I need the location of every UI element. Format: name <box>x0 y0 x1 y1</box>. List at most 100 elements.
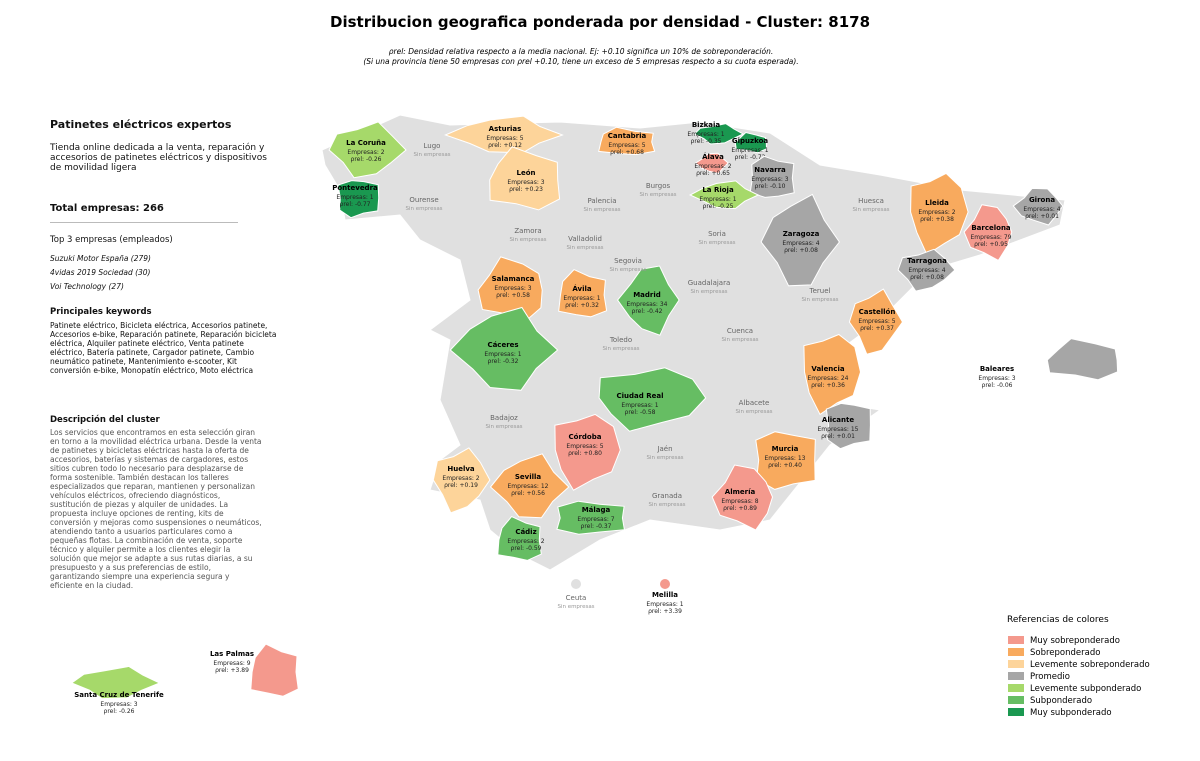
company: Voi Technology (27) <box>50 282 124 291</box>
province-rho: ρrel: +0.40 <box>768 462 802 469</box>
province-count: Empresas: 2 <box>347 149 384 156</box>
province-count: Empresas: 1 <box>621 402 658 409</box>
province-count: Empresas: 1 <box>484 351 521 358</box>
province-status: Sin empresas <box>405 206 442 212</box>
province-status: Sin empresas <box>648 502 685 508</box>
province-area <box>328 121 407 179</box>
province-area <box>489 146 561 211</box>
province-name: Cuenca <box>727 327 753 335</box>
province-name: Barcelona <box>971 224 1011 232</box>
province-name: Soria <box>708 230 726 238</box>
province-name: Huesca <box>858 197 884 205</box>
province-status: Sin empresas <box>413 152 450 158</box>
keywords: Patinete eléctrico, Bicicleta eléctrica,… <box>50 321 277 375</box>
legend-swatch <box>1008 660 1024 668</box>
province-rho: ρrel: +3.89 <box>215 667 249 674</box>
province-status: Sin empresas <box>646 455 683 461</box>
province-rho: ρrel: +0.65 <box>696 170 730 177</box>
top-label: Top 3 empresas (empleados) <box>50 235 173 245</box>
province-name: Santa Cruz de Tenerife <box>74 691 164 699</box>
province-name: Madrid <box>633 291 661 299</box>
province-status: Sin empresas <box>566 245 603 251</box>
province-rho: ρrel: -0.32 <box>488 358 519 365</box>
legend-swatch <box>1008 684 1024 692</box>
province-name: Jaén <box>656 445 672 453</box>
legend-label: Promedio <box>1030 672 1070 682</box>
cluster-label: Descripción del cluster <box>50 415 160 425</box>
province-name: Navarra <box>754 166 786 174</box>
province-area <box>449 306 559 391</box>
province-count: Empresas: 4 <box>782 240 819 247</box>
province-name: Cádiz <box>515 528 536 536</box>
province-area <box>1046 338 1119 381</box>
legend-swatch <box>1008 648 1024 656</box>
province-area <box>688 180 760 210</box>
province-name: Toledo <box>609 336 632 344</box>
legend-label: Muy sobreponderado <box>1030 636 1120 646</box>
province-count: Empresas: 24 <box>808 375 849 382</box>
company: Suzuki Motor España (279) <box>50 254 151 263</box>
province-name: Valladolid <box>568 235 602 243</box>
province-name: Cantabria <box>608 132 647 140</box>
province-area <box>70 665 161 700</box>
heading: Patinetes eléctricos expertos <box>50 118 232 131</box>
province-status: Sin empresas <box>721 337 758 343</box>
province-name: Tarragona <box>907 257 947 265</box>
description: Tienda online dedicada a la venta, repar… <box>50 143 267 173</box>
province-area <box>616 265 680 336</box>
province-area <box>571 579 581 589</box>
province-area <box>497 515 542 561</box>
province-rho: ρrel: +0.12 <box>488 142 522 149</box>
province-name: Ourense <box>409 196 438 204</box>
province-area <box>897 248 956 292</box>
province-count: Empresas: 8 <box>721 498 758 505</box>
province-area <box>910 172 969 256</box>
province-area <box>250 643 299 697</box>
province-name: Córdoba <box>569 433 602 441</box>
province-status: Sin empresas <box>609 267 646 273</box>
province-area <box>1012 187 1064 226</box>
province-rho: ρrel: -0.77 <box>340 201 371 208</box>
province-area <box>848 288 904 355</box>
province-status: Sin empresas <box>557 604 594 610</box>
legend-label: Subponderado <box>1030 696 1092 706</box>
province-rho: ρrel: +0.08 <box>784 247 818 254</box>
province-rho: ρrel: -0.06 <box>982 382 1013 389</box>
province-rho: ρrel: -0.25 <box>703 203 734 210</box>
province-area <box>755 431 816 490</box>
legend-label: Levemente subponderado <box>1030 684 1141 694</box>
province-name: Valencia <box>811 365 844 373</box>
province-name: Guadalajara <box>688 279 731 287</box>
province-name: Zamora <box>514 227 541 235</box>
province-count: Empresas: 1 <box>687 131 724 138</box>
province-name: Zaragoza <box>783 230 820 238</box>
province-status: Sin empresas <box>690 289 727 295</box>
province-count: Empresas: 4 <box>1023 206 1060 213</box>
province-count: Empresas: 2 <box>694 163 731 170</box>
province-status: Sin empresas <box>485 424 522 430</box>
legend-swatch <box>1008 708 1024 716</box>
title: Distribucion geografica ponderada por de… <box>330 13 870 31</box>
province-name: Albacete <box>739 399 770 407</box>
province-name: Ávila <box>572 284 592 293</box>
province-name: Granada <box>652 492 682 500</box>
province-name: Alicante <box>822 416 854 424</box>
province-name: Melilla <box>652 591 678 599</box>
province-status: Sin empresas <box>639 192 676 198</box>
province-rho: ρrel: +0.19 <box>444 482 478 489</box>
province-name: Bizkaia <box>692 121 721 129</box>
province-status: Sin empresas <box>735 409 772 415</box>
legend-label: Sobreponderado <box>1030 648 1100 658</box>
province-area <box>734 131 768 154</box>
province-area <box>337 180 380 219</box>
province-area <box>803 333 862 416</box>
province-name: Murcia <box>772 445 799 453</box>
province-count: Empresas: 2 <box>507 538 544 545</box>
province-count: Empresas: 5 <box>566 443 603 450</box>
province-area <box>963 204 1013 262</box>
province-count: Empresas: 4 <box>908 267 945 274</box>
province-name: Teruel <box>809 287 831 295</box>
province-rho: ρrel: +0.80 <box>568 450 602 457</box>
province-count: Empresas: 3 <box>978 375 1015 382</box>
